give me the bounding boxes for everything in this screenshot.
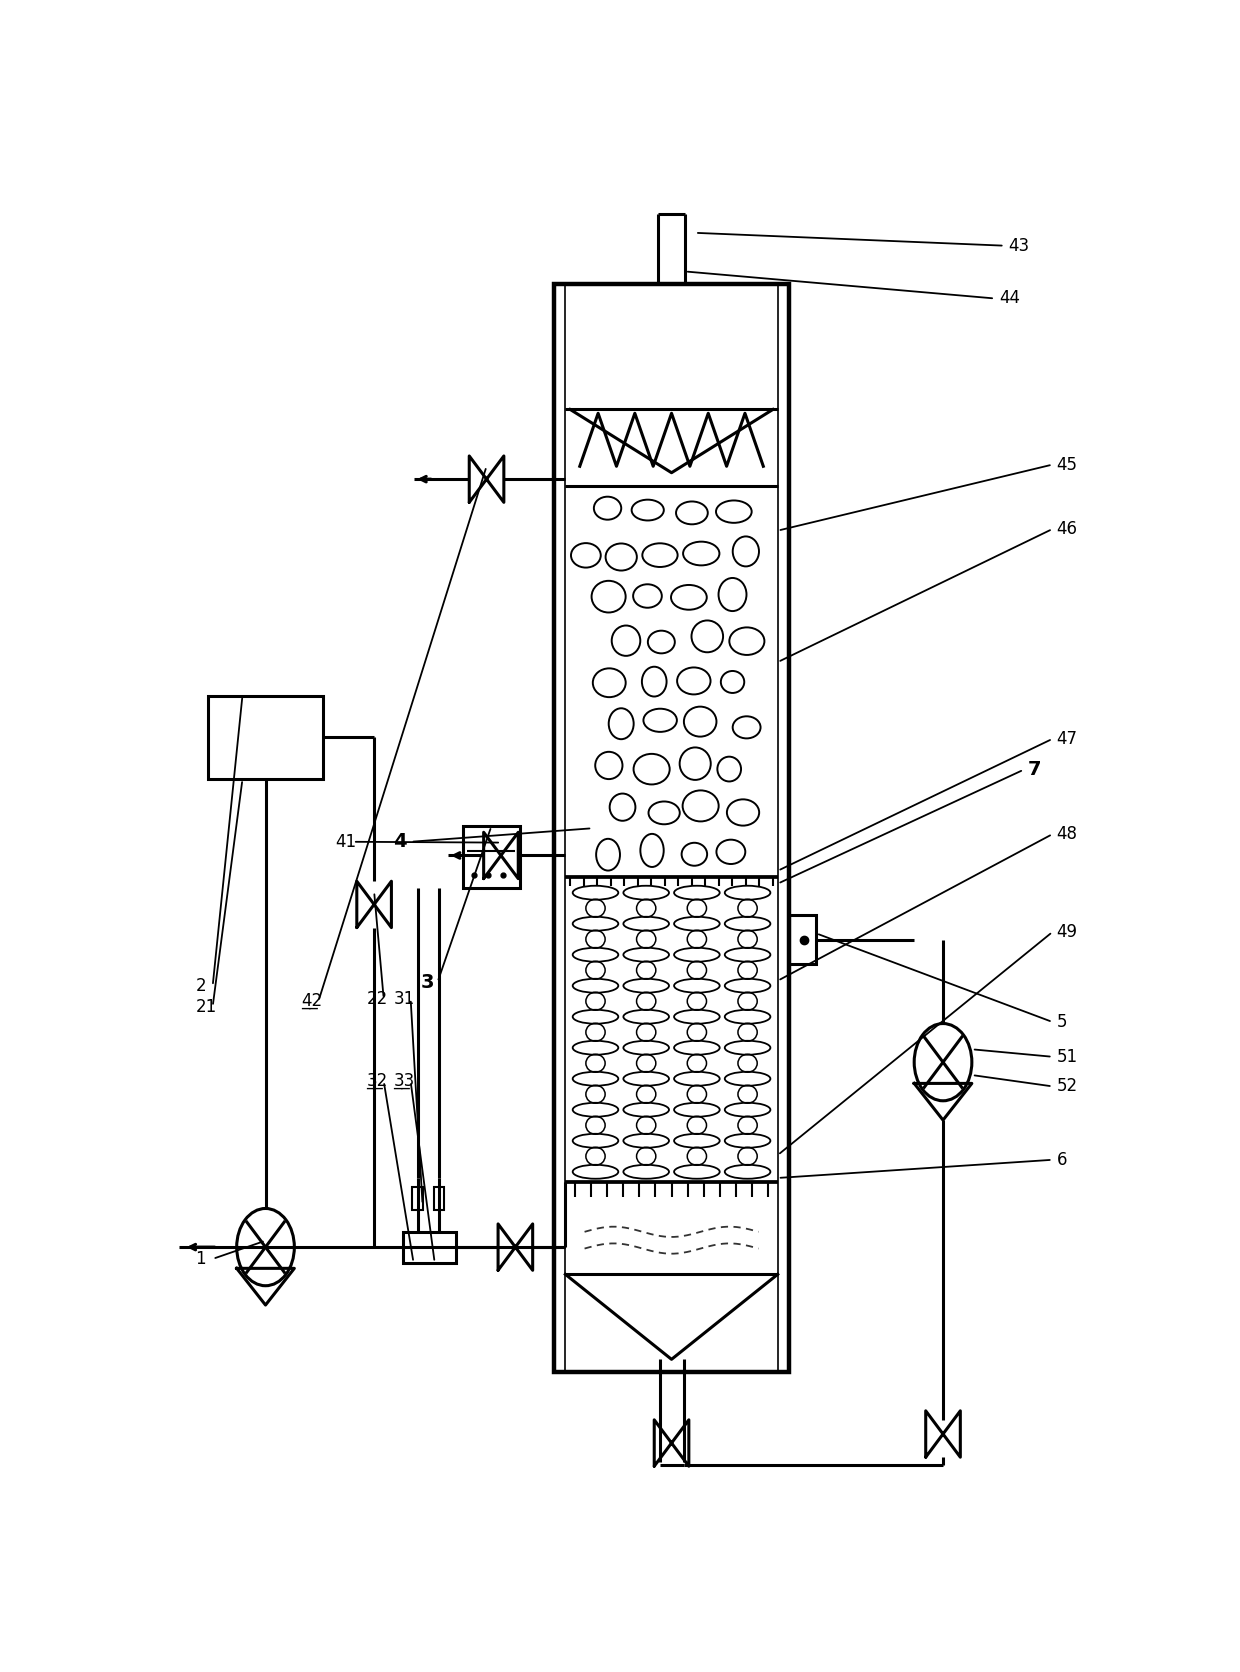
- Text: 5: 5: [1056, 1013, 1066, 1032]
- Text: 41: 41: [336, 833, 357, 851]
- Text: ‾‾: ‾‾: [301, 1007, 317, 1025]
- Text: 43: 43: [1008, 237, 1029, 254]
- Text: ‾‾: ‾‾: [367, 1087, 383, 1105]
- Bar: [403, 1232, 456, 1262]
- Text: ‾‾: ‾‾: [393, 1087, 410, 1105]
- Text: 1: 1: [196, 1251, 206, 1267]
- Text: 21: 21: [196, 998, 217, 1015]
- Text: 48: 48: [1056, 824, 1078, 843]
- Bar: [789, 915, 816, 965]
- Text: 7: 7: [1028, 761, 1042, 779]
- Text: 6: 6: [1056, 1150, 1066, 1169]
- Bar: [413, 1187, 423, 1211]
- Text: 46: 46: [1056, 520, 1078, 538]
- Text: 33: 33: [393, 1072, 414, 1090]
- Bar: [554, 284, 789, 1373]
- Text: 32: 32: [367, 1072, 388, 1090]
- Bar: [463, 826, 521, 888]
- Text: 47: 47: [1056, 729, 1078, 747]
- Text: 42: 42: [301, 993, 322, 1010]
- Bar: [208, 696, 324, 779]
- Text: 2: 2: [196, 976, 206, 995]
- Text: 52: 52: [1056, 1077, 1078, 1095]
- Text: 31: 31: [393, 990, 414, 1008]
- Text: 22: 22: [367, 990, 388, 1008]
- Text: 45: 45: [1056, 455, 1078, 473]
- Bar: [434, 1187, 444, 1211]
- Text: 44: 44: [998, 289, 1019, 308]
- Text: 49: 49: [1056, 923, 1078, 941]
- Text: 3: 3: [420, 973, 434, 991]
- Text: 4: 4: [393, 833, 407, 851]
- Text: 51: 51: [1056, 1048, 1078, 1065]
